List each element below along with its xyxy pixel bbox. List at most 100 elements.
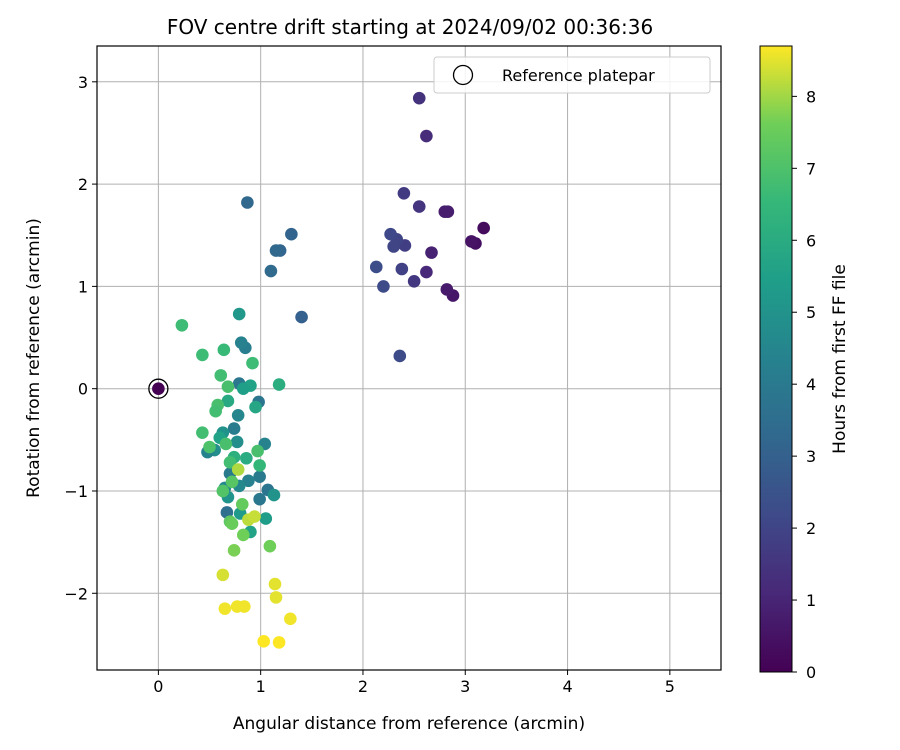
data-point	[257, 635, 271, 648]
data-point	[231, 463, 245, 476]
data-point	[377, 280, 390, 293]
y-tick-label: −2	[64, 584, 88, 603]
data-point	[253, 492, 266, 506]
data-point	[227, 544, 241, 557]
x-axis-label: Angular distance from reference (arcmin)	[233, 714, 585, 734]
colorbar-tick-label: 2	[806, 519, 816, 538]
data-point	[420, 265, 433, 279]
y-tick-label: 1	[78, 277, 88, 296]
data-point	[152, 382, 165, 395]
data-point	[241, 196, 254, 209]
data-point	[263, 539, 277, 553]
data-point	[412, 200, 426, 213]
data-point	[249, 400, 262, 414]
data-point	[259, 512, 273, 525]
data-point	[267, 488, 281, 502]
y-tick-label: 2	[78, 175, 88, 194]
data-point	[420, 129, 433, 143]
data-point	[221, 380, 235, 393]
data-point	[251, 444, 264, 458]
data-point	[234, 336, 248, 349]
data-point	[216, 484, 230, 498]
data-point	[397, 187, 411, 200]
y-tick-label: 0	[78, 380, 88, 399]
data-point	[238, 600, 251, 613]
colorbar-tick-label: 7	[806, 159, 816, 178]
data-point	[225, 517, 239, 531]
data-point	[227, 422, 241, 435]
data-point	[253, 459, 266, 472]
legend-marker	[452, 64, 474, 86]
data-point	[441, 205, 455, 219]
data-point	[236, 382, 250, 395]
y-axis-label: Rotation from reference (arcmin)	[24, 218, 44, 498]
colorbar: 0 1 2 3 4 5 6 7 8 Hours from first FF file	[759, 45, 850, 682]
data-point	[284, 612, 297, 626]
data-point	[253, 470, 266, 483]
data-point	[285, 227, 298, 241]
colorbar-label: Hours from first FF file	[830, 264, 850, 454]
data-point	[407, 274, 421, 288]
data-point	[369, 260, 383, 274]
data-point	[246, 356, 259, 370]
y-axis-ticks: −2 −1 0 1 2 3	[64, 73, 97, 603]
data-point	[235, 497, 249, 511]
y-tick-label: −1	[64, 482, 88, 501]
data-point	[465, 235, 478, 248]
data-point	[440, 283, 454, 296]
data-point	[477, 221, 490, 235]
data-point	[236, 528, 250, 542]
data-points	[148, 91, 490, 649]
data-point	[242, 474, 255, 488]
x-axis-ticks: 0 1 2 3 4 5	[153, 670, 675, 696]
data-point	[425, 246, 438, 259]
data-point	[268, 577, 282, 591]
x-tick-label: 2	[358, 677, 368, 696]
data-point	[214, 369, 228, 382]
data-point	[232, 307, 246, 321]
colorbar-tick-label: 3	[806, 447, 816, 466]
colorbar-tick-label: 1	[806, 591, 816, 610]
data-point	[209, 404, 222, 418]
reference-marker	[148, 378, 169, 399]
legend: Reference platepar	[433, 56, 711, 94]
colorbar-tick-label: 6	[806, 231, 816, 250]
data-point	[412, 91, 426, 105]
x-tick-label: 0	[153, 677, 163, 696]
colorbar-tick-label: 5	[806, 303, 816, 322]
data-point	[393, 349, 407, 363]
x-tick-label: 5	[665, 677, 675, 696]
data-point	[269, 591, 283, 604]
legend-entry-label: Reference platepar	[502, 66, 655, 85]
data-point	[240, 451, 253, 465]
data-point	[295, 310, 308, 324]
data-point	[264, 264, 278, 278]
colorbar-tick-label: 8	[806, 87, 816, 106]
data-point	[272, 378, 286, 391]
data-point	[248, 510, 261, 523]
data-point	[217, 343, 231, 357]
grid-lines	[97, 46, 721, 670]
data-point	[196, 348, 209, 362]
data-point	[221, 394, 235, 408]
data-point	[175, 318, 189, 332]
data-point	[395, 262, 409, 276]
data-point	[387, 240, 400, 253]
chart-title: FOV centre drift starting at 2024/09/02 …	[167, 15, 653, 39]
legend-box	[433, 56, 711, 94]
data-point	[272, 636, 286, 649]
data-point	[219, 437, 233, 451]
data-point	[231, 408, 245, 422]
data-point	[269, 244, 283, 257]
y-tick-label: 3	[78, 73, 88, 92]
colorbar-ticks: 0 1 2 3 4 5 6 7 8	[792, 87, 816, 682]
data-point	[203, 440, 216, 454]
data-point	[225, 475, 239, 489]
x-tick-label: 3	[460, 677, 470, 696]
plot-frame	[96, 45, 722, 671]
colorbar-tick-label: 4	[806, 375, 816, 394]
colorbar-gradient	[759, 45, 793, 673]
data-point	[223, 456, 237, 469]
data-point	[218, 602, 232, 615]
data-point	[216, 568, 230, 582]
